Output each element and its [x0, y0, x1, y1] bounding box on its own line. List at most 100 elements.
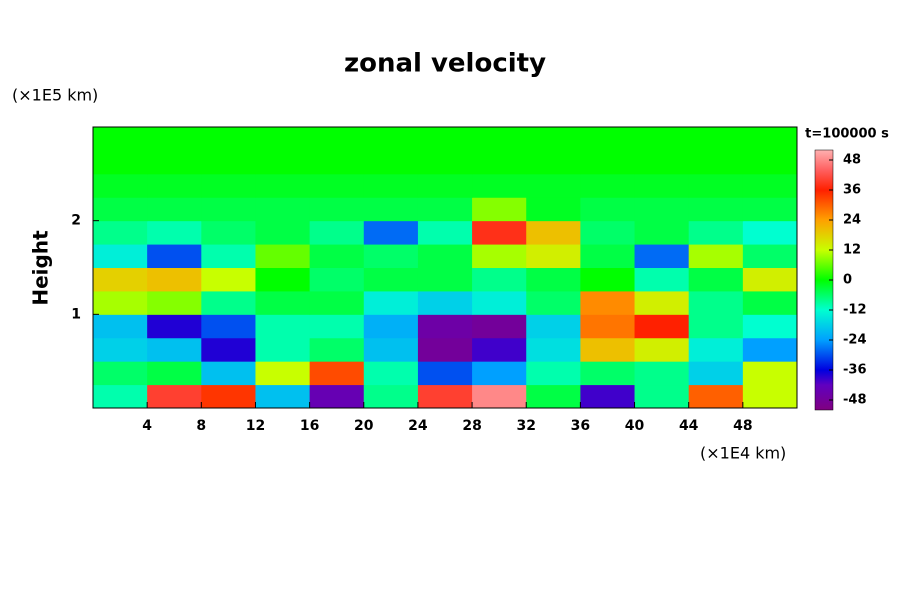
heatmap-cell: [147, 220, 202, 245]
heatmap-cell: [201, 244, 256, 268]
heatmap-cell: [417, 290, 473, 315]
heatmap-cell: [363, 127, 419, 151]
heatmap-cell: [526, 290, 581, 315]
chart-title: zonal velocity: [344, 49, 546, 79]
colorbar-tick-label: -36: [843, 363, 867, 378]
heatmap-cell: [201, 290, 256, 315]
heatmap-cell: [363, 244, 419, 268]
heatmap-cell: [688, 314, 744, 339]
x-tick-label: 8: [196, 418, 206, 434]
heatmap-cell: [742, 361, 798, 386]
heatmap-cell: [201, 220, 256, 245]
heatmap-cell: [309, 267, 365, 292]
heatmap-cell: [526, 197, 581, 222]
heatmap-cell: [742, 290, 798, 315]
colorbar-tick-label: -12: [843, 303, 867, 318]
heatmap-cell: [93, 361, 148, 386]
heatmap-cell: [526, 384, 581, 409]
heatmap-cell: [634, 290, 690, 315]
heatmap-cell: [201, 361, 256, 386]
heatmap-cell: [472, 361, 527, 386]
heatmap-cell: [742, 337, 798, 362]
heatmap-cell: [472, 244, 527, 268]
heatmap-cell: [147, 173, 202, 198]
heatmap-cell: [742, 244, 798, 268]
heatmap-cell: [363, 150, 419, 175]
heatmap-cell: [417, 150, 473, 175]
heatmap-cell: [526, 127, 581, 151]
heatmap-cell: [201, 337, 256, 362]
heatmap-cell: [526, 267, 581, 292]
heatmap-cell: [147, 127, 202, 151]
y-axis-label: Height: [29, 230, 53, 306]
heatmap-cell: [580, 267, 636, 292]
heatmap-cell: [634, 220, 690, 245]
heatmap-cell: [688, 384, 744, 409]
heatmap-cell: [255, 244, 311, 268]
heatmap-cell: [93, 244, 148, 268]
y-tick-label: 2: [71, 213, 81, 229]
heatmap-cell: [201, 173, 256, 198]
heatmap-cell: [742, 150, 798, 175]
heatmap-cell: [363, 197, 419, 222]
heatmap-cell: [634, 337, 690, 362]
heatmap-cell: [742, 220, 798, 245]
heatmap-cell: [93, 267, 148, 292]
x-tick-label: 16: [300, 418, 319, 434]
heatmap-cell: [147, 384, 202, 409]
heatmap-cell: [417, 173, 473, 198]
heatmap-cell: [93, 290, 148, 315]
plot-frame: [92, 126, 798, 409]
heatmap-cell: [472, 127, 527, 151]
heatmap-cell: [309, 290, 365, 315]
heatmap-cell: [147, 314, 202, 339]
colorbar-tick-label: 24: [843, 213, 861, 228]
heatmap-cell: [580, 197, 636, 222]
heatmap-cell: [147, 337, 202, 362]
heatmap-cell: [417, 244, 473, 268]
heatmap-cell: [147, 197, 202, 222]
heatmap-cell: [363, 173, 419, 198]
heatmap-cell: [688, 150, 744, 175]
heatmap-cell: [742, 384, 798, 409]
x-tick-label: 44: [679, 418, 699, 434]
colorbar-tick-label: -48: [843, 393, 867, 408]
heatmap-cell: [634, 384, 690, 409]
heatmap-cell: [634, 244, 690, 268]
heatmap-cell: [688, 244, 744, 268]
heatmap-cell: [688, 220, 744, 245]
heatmap-cell: [417, 220, 473, 245]
heatmap-cell: [309, 150, 365, 175]
heatmap-cell: [255, 361, 311, 386]
heatmap-cell: [363, 220, 419, 245]
heatmap-cell: [93, 173, 148, 198]
heatmap-cell: [580, 314, 636, 339]
heatmap-cell: [417, 337, 473, 362]
heatmap-cell: [417, 361, 473, 386]
heatmap-cell: [742, 197, 798, 222]
heatmap-cell: [417, 127, 473, 151]
heatmap-cell: [309, 314, 365, 339]
heatmap-cell: [417, 314, 473, 339]
heatmap-cell: [201, 127, 256, 151]
heatmap-cell: [472, 337, 527, 362]
heatmap-cell: [472, 384, 527, 409]
heatmap-cell: [363, 361, 419, 386]
heatmap-cell: [472, 197, 527, 222]
heatmap-cell: [634, 197, 690, 222]
heatmap-cell: [255, 384, 311, 409]
colorbar-title: t=100000 s: [805, 127, 889, 142]
heatmap-cell: [526, 244, 581, 268]
y-unit: (×1E5 km): [12, 86, 98, 105]
heatmap-cell: [309, 220, 365, 245]
heatmap-cell: [634, 267, 690, 292]
heatmap-cell: [201, 197, 256, 222]
heatmap-cell: [742, 314, 798, 339]
heatmap-cell: [147, 150, 202, 175]
heatmap-cell: [634, 127, 690, 151]
heatmap-cell: [93, 220, 148, 245]
x-tick-label: 40: [625, 418, 645, 434]
heatmap-cell: [417, 197, 473, 222]
heatmap-cell: [472, 267, 527, 292]
